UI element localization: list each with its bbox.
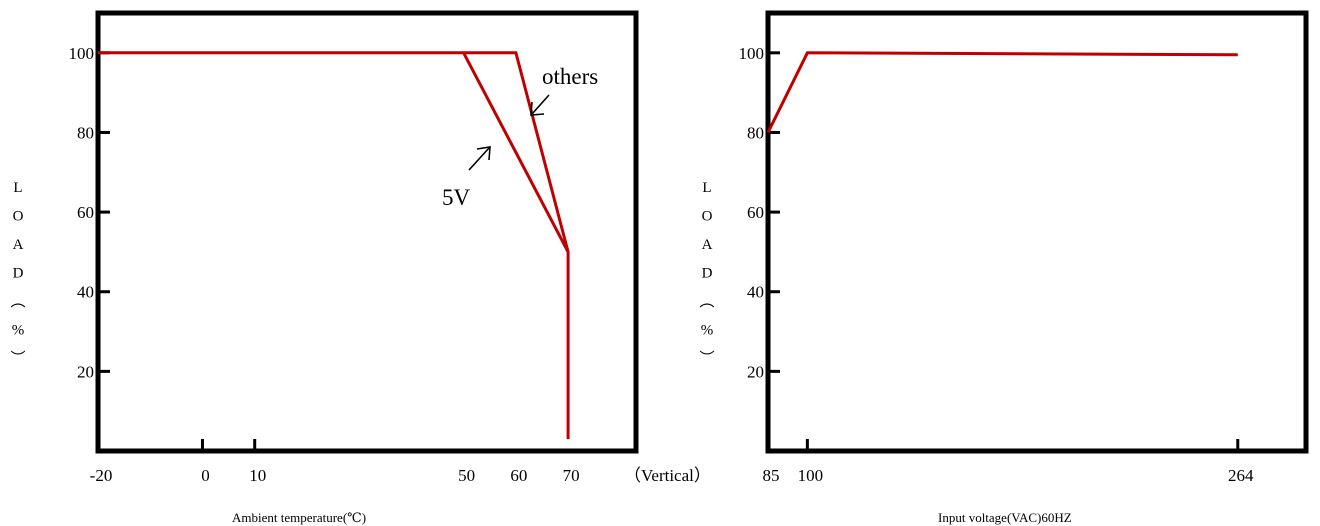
- y-tick-label: 80: [77, 123, 94, 142]
- annotation-others: others: [542, 64, 598, 89]
- series-line-others: [98, 51, 570, 440]
- x-tick-label: 100: [798, 466, 824, 485]
- x-tick-label: 0: [201, 466, 210, 485]
- y-axis-label-char: ︶: [699, 350, 714, 367]
- plot-frame: [765, 10, 1309, 454]
- y-axis-ticks: 20 40 60 80 100: [739, 44, 780, 381]
- x-axis-label: Ambient temperature(℃): [232, 510, 366, 525]
- x-tick-label: 70: [563, 466, 580, 485]
- y-tick-label: 60: [747, 203, 764, 222]
- y-axis-label-char: A: [702, 237, 713, 253]
- x-tick-label: 60: [510, 466, 527, 485]
- x-tick-label: 50: [458, 466, 475, 485]
- y-axis-label-char: ︵: [699, 294, 714, 310]
- y-tick-label: 60: [77, 203, 94, 222]
- y-axis-label-char: L: [13, 180, 22, 196]
- x-tick-label: 10: [249, 466, 266, 485]
- y-tick-label: 20: [77, 362, 94, 381]
- series-line-5v: [462, 52, 570, 253]
- y-tick-label: 80: [747, 123, 764, 142]
- series-line-input-voltage: [766, 51, 1238, 134]
- y-axis-label-char: %: [12, 323, 25, 339]
- x-tick-label: 264: [1228, 466, 1254, 485]
- y-axis-label-char: L: [702, 180, 711, 196]
- y-axis-label-char: D: [702, 266, 713, 282]
- y-axis-label-char: ︵: [10, 294, 25, 310]
- y-axis-ticks: 20 40 60 80 100: [69, 44, 110, 381]
- y-axis-label-char: O: [702, 209, 713, 225]
- y-axis-label-char: %: [701, 323, 714, 339]
- y-tick-label: 40: [77, 283, 94, 302]
- x-axis-suffix: （Vertical）: [624, 466, 711, 485]
- x-tick-label: 85: [763, 466, 780, 485]
- y-axis-label-char: D: [13, 266, 24, 282]
- arrow-5v-icon: [468, 146, 491, 171]
- x-axis-ticks: 85 100 264: [763, 439, 1254, 485]
- plot-frame: [95, 10, 639, 454]
- x-axis-ticks: -20 0 10 50 60 70: [90, 439, 580, 485]
- x-axis-label: Input voltage(VAC)60HZ: [938, 510, 1072, 525]
- y-axis-label-char: O: [13, 209, 24, 225]
- y-tick-label: 100: [69, 44, 95, 63]
- y-tick-label: 20: [747, 362, 764, 381]
- x-tick-label: -20: [90, 466, 113, 485]
- annotation-5v: 5V: [442, 185, 471, 210]
- y-tick-label: 100: [739, 44, 765, 63]
- chart-ambient-temperature: 20 40 60 80 100 -20 0 10 50 60 70 others 5V （Vert…: [10, 10, 711, 525]
- chart-input-voltage: 20 40 60 80 100 85 100 264 Input voltage(VAC)6…: [699, 10, 1309, 525]
- arrow-others-icon: [530, 94, 550, 116]
- y-axis-label-char: ︶: [10, 350, 25, 367]
- y-axis-label-char: A: [13, 237, 24, 253]
- y-tick-label: 40: [747, 283, 764, 302]
